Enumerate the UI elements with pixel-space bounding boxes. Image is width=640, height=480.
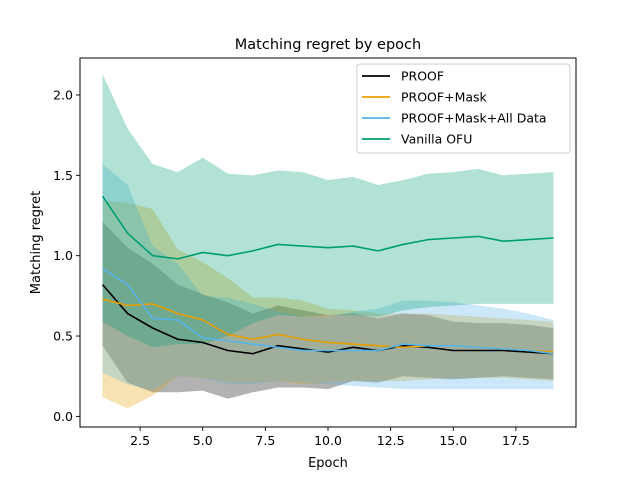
line-series-3 <box>101 195 554 260</box>
x-tick-label: 15.0 <box>439 433 467 448</box>
y-axis-ticks: 0.0 0.5 1.0 1.5 2.0 <box>53 87 80 424</box>
y-axis-label: Matching regret <box>29 191 44 294</box>
x-tick-label: 10.0 <box>314 433 342 448</box>
chart-title: Matching regret by epoch <box>235 37 421 53</box>
y-tick-label: 0.5 <box>53 329 73 344</box>
x-tick-label: 17.5 <box>502 433 530 448</box>
x-axis-ticks: 2.5 5.0 7.5 10.0 12.5 15.0 17.5 <box>130 427 530 448</box>
band-series-2 <box>102 164 554 391</box>
x-tick-label: 5.0 <box>193 433 213 448</box>
x-tick-label: 2.5 <box>130 433 150 448</box>
plot-frame <box>79 57 577 428</box>
legend-label: PROOF <box>401 69 444 84</box>
series-lines <box>101 195 554 355</box>
y-tick-label: 1.0 <box>53 248 73 263</box>
confidence-bands <box>102 74 554 409</box>
legend-label: Vanilla OFU <box>401 132 472 147</box>
y-tick-label: 0.0 <box>53 409 73 424</box>
y-tick-label: 2.0 <box>53 87 73 102</box>
y-tick-label: 1.5 <box>53 168 73 183</box>
line-series-2 <box>102 267 554 355</box>
band-series-1 <box>102 201 554 409</box>
x-tick-label: 12.5 <box>377 433 405 448</box>
legend-label: PROOF+Mask <box>401 90 488 105</box>
x-tick-label: 7.5 <box>255 433 275 448</box>
legend-box <box>356 63 571 154</box>
legend: PROOF PROOF+Mask PROOF+Mask+All Data Vanill… <box>356 63 571 154</box>
band-series-3 <box>102 74 554 348</box>
line-series-0 <box>101 284 554 355</box>
band-series-0 <box>102 221 554 399</box>
x-axis-label: Epoch <box>308 456 348 471</box>
legend-label: PROOF+Mask+All Data <box>401 111 547 126</box>
